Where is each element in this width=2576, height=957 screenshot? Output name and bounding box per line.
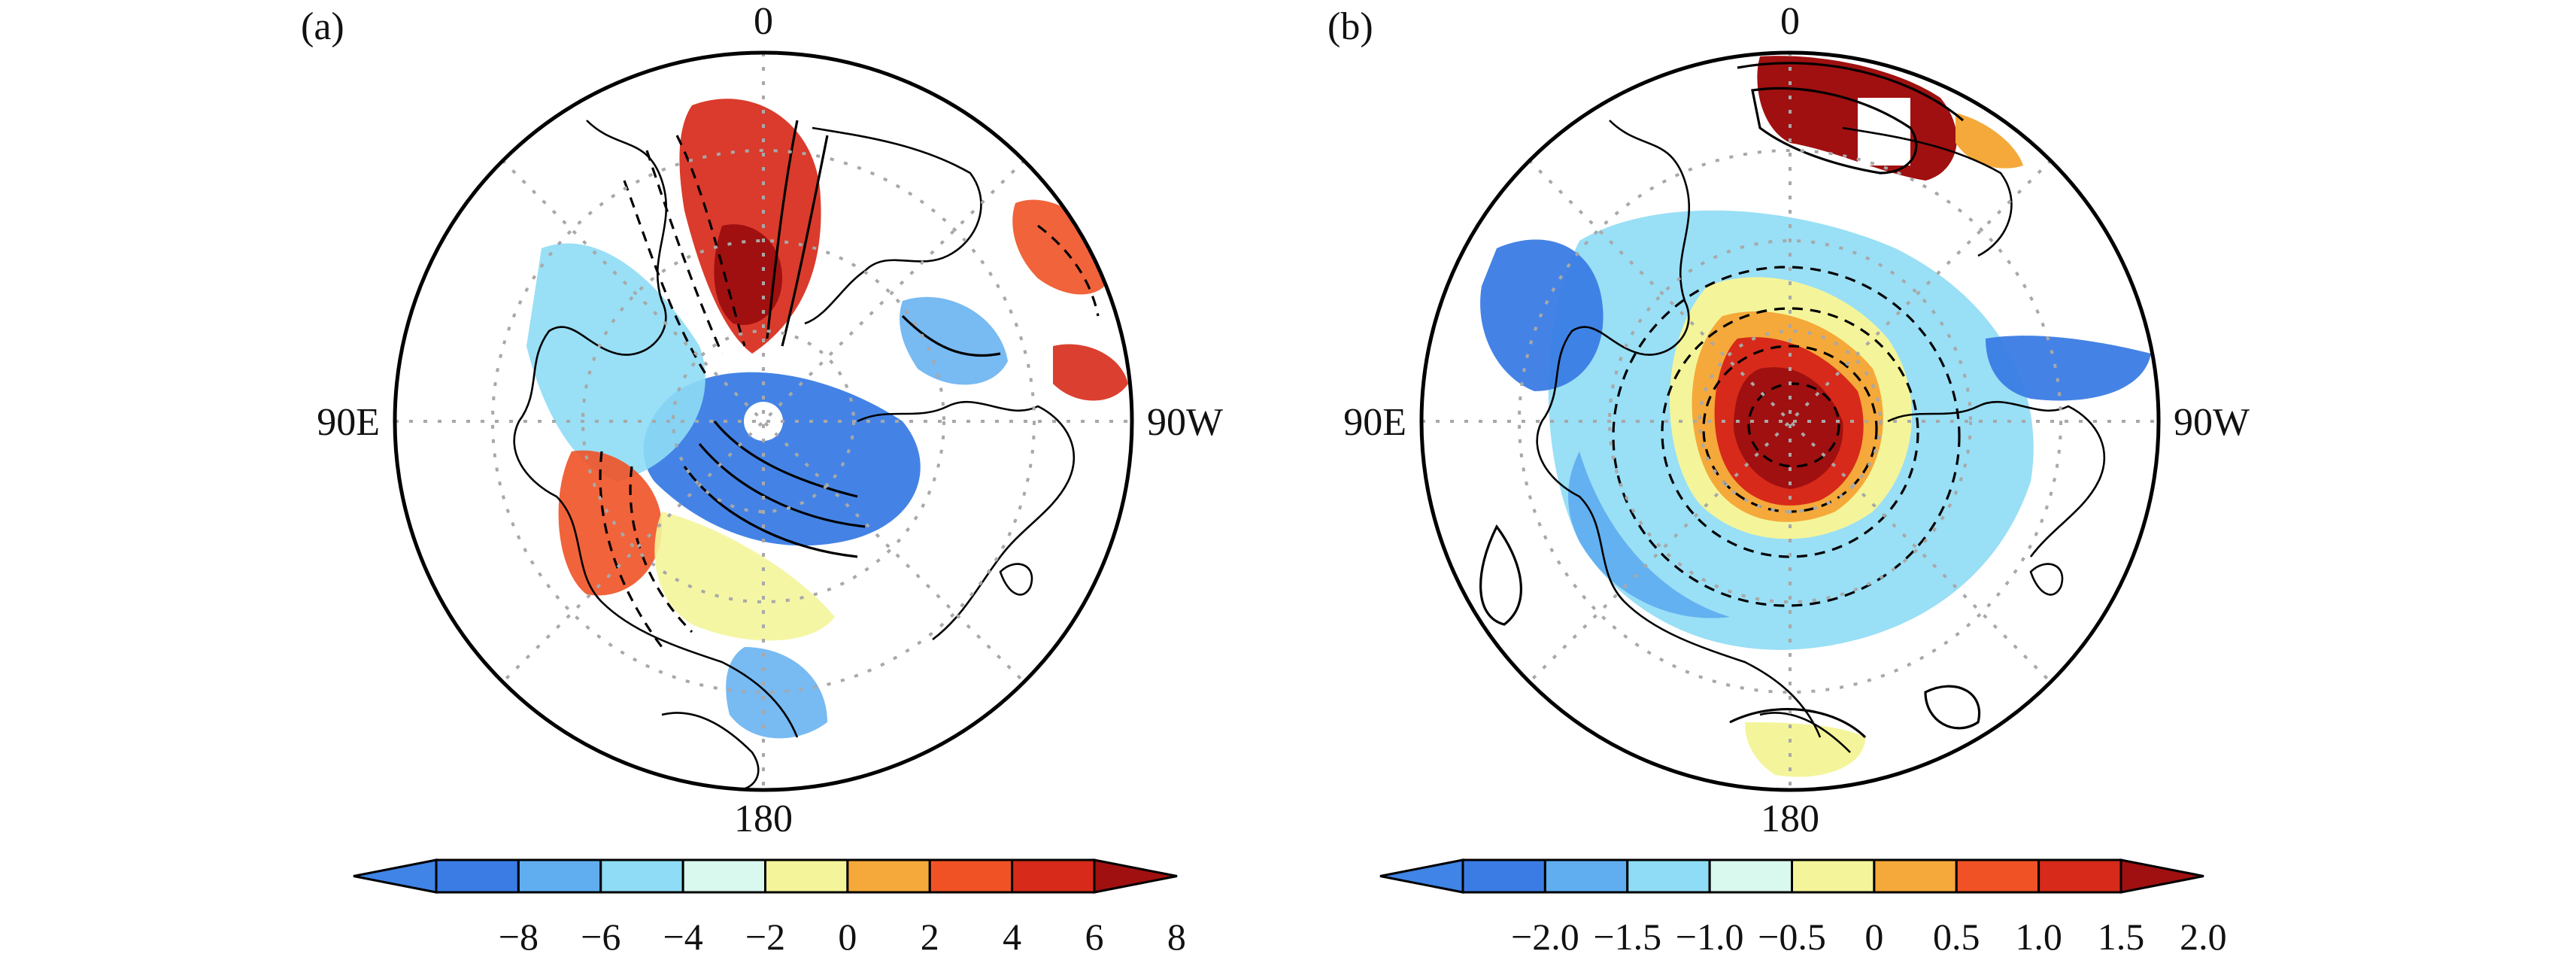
panel-a-lon-label-bottom: 180 <box>734 798 793 840</box>
panel-a-red-region-right <box>1012 199 1113 295</box>
panel-b-colorbar: −2.0 −1.5 −1.0 −0.5 0 0.5 1.0 1.5 2.0 <box>1379 858 2227 957</box>
panel-b-blue-right <box>1986 336 2151 401</box>
panel-a-pole-hole <box>744 402 783 441</box>
panel-a-map-boundary <box>393 50 1134 792</box>
panel-a-cyan-region-right <box>900 296 1008 385</box>
panel-b-colorbar-swatch <box>1873 858 1958 894</box>
panel-a-colorbar-tick-label: −4 <box>663 916 703 957</box>
panel-a-colorbar: −8 −6 −4 −2 0 2 4 6 8 <box>353 858 1186 957</box>
panel-b-darkred-top <box>1757 56 1957 181</box>
panel-a-colorbar-tick-label: 0 <box>838 916 857 957</box>
panel-b-lon-label-bottom: 180 <box>1761 798 1819 840</box>
panel-a-colorbar-tick-label: −2 <box>745 916 785 957</box>
panel-b-colorbar-tick-label: 1.0 <box>2015 916 2062 957</box>
panel-b-lon-label-right: 90W <box>2174 401 2250 444</box>
panel-b-colorbar-lower-extend <box>1379 858 1464 894</box>
panel-b-colorbar-tick-label: 2.0 <box>2180 916 2227 957</box>
panel-b-colorbar-tick-label: 0.5 <box>1933 916 1980 957</box>
panel-b-orange-top <box>1956 113 2023 169</box>
panel-a-map <box>513 99 1128 790</box>
panel-a-red-region-far-right <box>1053 344 1128 401</box>
panel-a-colorbar-tick-label: 4 <box>1003 916 1021 957</box>
panel-a-colorbar-swatch <box>517 858 602 894</box>
panel-a-colorbar-tick-label: 8 <box>1167 916 1186 957</box>
panel-a-red-region-top <box>679 99 821 354</box>
panel-b-colorbar-tick-label: 1.5 <box>2098 916 2145 957</box>
panel-b-colorbar-tick-label: −0.5 <box>1758 916 1826 957</box>
panel-a-colorbar-swatch <box>681 858 766 894</box>
panel-b-colorbar-swatch <box>1626 858 1711 894</box>
panel-a-colorbar-tick-label: −8 <box>499 916 539 957</box>
panel-b-colorbar-tick-label: 0 <box>1864 916 1883 957</box>
panel-b-colorbar-swatch <box>2037 858 2122 894</box>
panel-b-colorbar-swatch <box>1955 858 2040 894</box>
panel-b-lon-label-top: 0 <box>1780 0 1800 43</box>
panel-a-colorbar-swatch <box>846 858 931 894</box>
panel-b-colorbar-tick-label: −1.5 <box>1593 916 1661 957</box>
panel-a-colorbar-upper-extend <box>1093 858 1178 894</box>
panel-b-anomaly-shading <box>1480 56 2151 777</box>
panel-a-graticule <box>395 53 1132 790</box>
panel-b-colorbar-swatch <box>1543 858 1629 894</box>
panel-b-colorbar-tick-label: −2.0 <box>1511 916 1579 957</box>
panel-b-contours <box>1479 62 1981 739</box>
panel-a-colorbar-tick-label: −6 <box>581 916 620 957</box>
panel-a-lightblue-bottom <box>726 647 827 739</box>
panel-a-lon-label-right: 90W <box>1147 401 1223 444</box>
panel-b-colorbar-swatch <box>1791 858 1876 894</box>
panel-b-graticule <box>1422 53 2159 790</box>
panel-a-colorbar-swatch <box>764 858 849 894</box>
panel-a-colorbar-swatch <box>435 858 520 894</box>
panel-b-colorbar-upper-extend <box>2119 858 2204 894</box>
panel-a-yellow-region <box>654 512 835 641</box>
panel-b-coastlines <box>1536 120 2106 753</box>
panel-b-map <box>1479 56 2151 777</box>
panel-a-anomaly-shading <box>526 99 1128 739</box>
panel-a-lon-label-left: 90E <box>317 401 380 444</box>
panel-b-map-boundary <box>1419 50 2161 792</box>
panel-a-blue-region <box>643 372 921 546</box>
panel-a-colorbar-lower-extend <box>353 858 438 894</box>
panel-a-label: (a) <box>301 5 344 48</box>
panel-b-lon-label-left: 90E <box>1343 401 1406 444</box>
panel-b-colorbar-swatch <box>1461 858 1546 894</box>
panel-a-colorbar-swatch <box>599 858 684 894</box>
panel-b: (b) <box>1327 0 2250 957</box>
panel-a-lon-label-top: 0 <box>754 0 773 43</box>
panel-b-label: (b) <box>1327 5 1373 48</box>
panel-a-colorbar-tick-label: 6 <box>1085 916 1104 957</box>
panel-a-darkred-core <box>714 224 782 325</box>
panel-a-colorbar-swatch <box>928 858 1014 894</box>
panel-a-contours <box>599 120 1100 648</box>
panel-a-colorbar-swatch <box>1011 858 1096 894</box>
panel-b-colorbar-swatch <box>1708 858 1793 894</box>
panel-b-colorbar-tick-label: −1.0 <box>1676 916 1744 957</box>
panel-a-orange-region <box>558 450 662 596</box>
panel-a-colorbar-tick-label: 2 <box>921 916 939 957</box>
panel-a: (a) <box>301 0 1223 957</box>
panel-a-lightblue-region <box>526 243 705 482</box>
panel-b-yellow-bottom <box>1745 722 1865 777</box>
